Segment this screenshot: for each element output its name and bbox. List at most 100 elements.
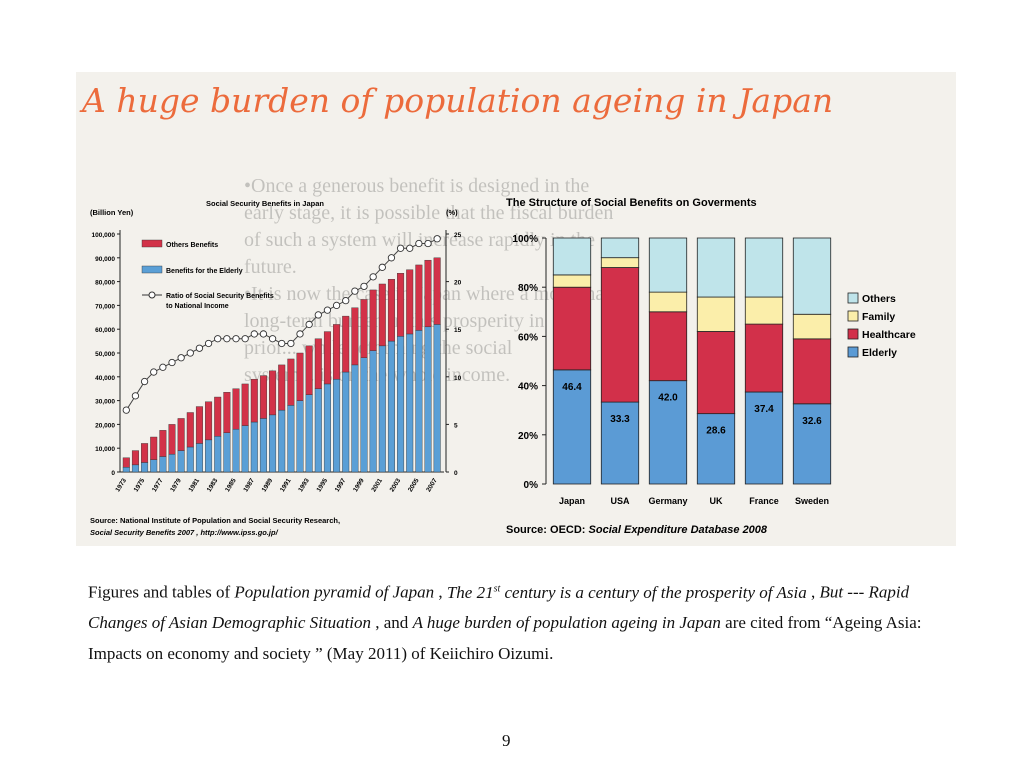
ratio-point [351, 287, 359, 295]
others-bar [415, 264, 423, 331]
left-x-tick-label: 1987 [242, 477, 256, 493]
ratio-point [342, 296, 350, 305]
background-text-line: prior... while reforming the social [244, 337, 513, 359]
others-bar [287, 358, 295, 406]
ratio-point [195, 344, 204, 352]
healthcare-segment [648, 311, 688, 382]
others-bar [387, 279, 395, 342]
ratio-point [332, 301, 341, 310]
ratio-point [314, 311, 322, 319]
elderly-bar [168, 453, 176, 473]
elderly-bar [141, 462, 149, 473]
left-y2-tick-label: 5 [454, 422, 458, 429]
right-source: Source: OECD: Social Expenditure Databas… [506, 524, 768, 536]
ratio-point [369, 273, 377, 281]
elderly-bar [333, 378, 341, 473]
ratio-point [186, 349, 194, 357]
others-bar [159, 430, 167, 457]
healthcare-segment [792, 338, 832, 405]
caption-text: , and [371, 613, 413, 633]
others-bar [214, 396, 222, 437]
right-x-tick-label: Japan [559, 496, 585, 506]
healthcare-segment [744, 323, 784, 393]
ratio-point [131, 392, 140, 400]
family-segment [744, 296, 784, 325]
right-source-prefix: Source: OECD: [506, 524, 589, 536]
others-bar [342, 315, 350, 373]
elderly-bar [241, 425, 249, 473]
caption-title-2a: The 21 [446, 582, 494, 602]
left-y-tick-label: 10,000 [95, 446, 115, 453]
others-segment [744, 237, 784, 298]
elderly-bar [278, 409, 286, 473]
page-number: 9 [502, 731, 511, 750]
others-bar [369, 289, 377, 351]
elderly-bar [195, 443, 203, 473]
others-bar [397, 273, 405, 337]
ratio-point [360, 282, 368, 291]
elderly-bar [397, 336, 405, 473]
elderly-bar [287, 405, 295, 473]
background-text-line: early stage, it is possible that the fis… [244, 202, 613, 224]
others-bar [141, 443, 149, 463]
elderly-bar [177, 450, 185, 473]
left-chart-title: Social Security Benefits in Japan [206, 199, 324, 208]
ratio-point [387, 254, 396, 262]
others-bar [232, 388, 240, 430]
elderly-bar [323, 383, 331, 473]
left-y-tick-label: 100,000 [92, 232, 116, 239]
ratio-point [177, 354, 185, 362]
right-y-tick-label: 80% [518, 283, 538, 294]
elderly-bar [378, 345, 386, 473]
left-y2-tick-label: 20 [454, 280, 462, 287]
others-bar [323, 331, 331, 385]
elderly-segment [744, 391, 784, 485]
ratio-point [424, 239, 432, 248]
elderly-bar [205, 439, 213, 473]
others-segment [696, 237, 736, 298]
left-y-tick-label: 80,000 [95, 280, 115, 287]
left-y-tick-label: 30,000 [95, 399, 115, 406]
left-x-tick-label: 1975 [133, 477, 147, 493]
legend-swatch-others [847, 292, 859, 304]
others-bar [186, 412, 194, 448]
left-x-tick-label: 1981 [188, 477, 202, 493]
healthcare-segment [552, 286, 592, 371]
others-bar [314, 338, 322, 389]
right-chart-title: The Structure of Social Benefits on Gove… [506, 197, 757, 209]
ratio-point [214, 335, 222, 343]
left-y-tick-label: 0 [111, 470, 115, 477]
elderly-bar [415, 330, 423, 473]
ratio-point [122, 406, 130, 414]
right-chart: The Structure of Social Benefits on Gove… [506, 197, 916, 536]
left-x-tick-label: 1973 [114, 477, 128, 493]
caption-title-2: The 21st century is a century of the pro… [447, 583, 807, 602]
elderly-bar [122, 467, 130, 473]
left-y-tick-label: 90,000 [95, 256, 115, 263]
legend-label-others: Others [862, 293, 896, 305]
others-bar [241, 383, 249, 426]
ratio-point [296, 330, 304, 338]
elderly-bar [214, 436, 222, 473]
elderly-bar [305, 394, 313, 473]
caption-text: Figures and tables of [88, 582, 235, 602]
ratio-point [223, 335, 231, 343]
elderly-bar [296, 400, 304, 473]
elderly-bar [342, 371, 350, 473]
left-y2-tick-label: 25 [454, 232, 462, 239]
background-text-line: •Once a generous benefit is designed in … [244, 175, 589, 197]
right-y-tick-label: 40% [518, 382, 538, 393]
left-source-line: Social Security Benefits 2007 , http://w… [90, 528, 279, 537]
right-x-tick-label: Germany [648, 496, 687, 506]
elderly-data-label: 32.6 [802, 416, 822, 427]
elderly-bar [433, 324, 441, 473]
right-y-tick-label: 60% [518, 332, 538, 343]
others-bar [296, 352, 304, 401]
left-y-tick-label: 70,000 [95, 303, 115, 310]
ratio-point [150, 368, 158, 376]
left-y-tick-label: 40,000 [95, 375, 115, 382]
right-y-tick-label: 100% [512, 234, 538, 245]
others-bar [360, 299, 368, 358]
caption-title-3: But --- Rapid Changes of Asian Demograph… [88, 582, 910, 633]
left-x-tick-label: 1979 [169, 477, 183, 493]
